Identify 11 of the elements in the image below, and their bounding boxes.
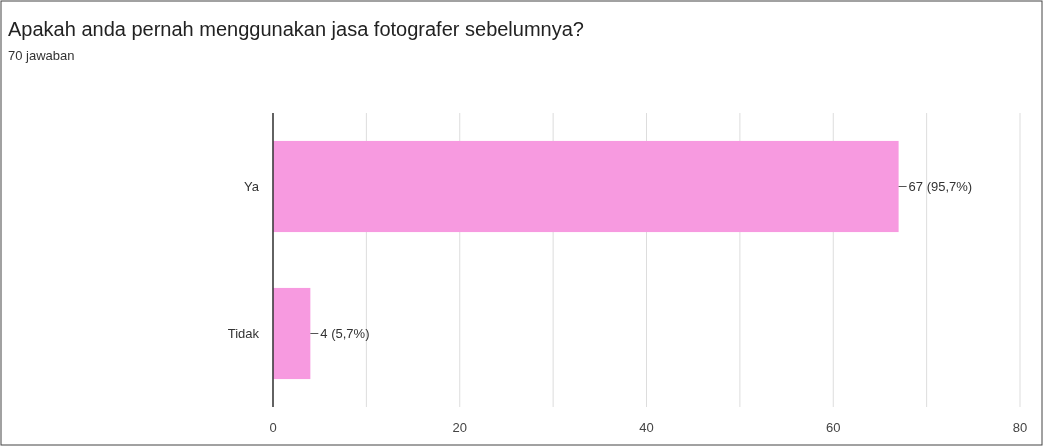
x-tick-label: 60 [826, 420, 841, 435]
x-tick-label: 80 [1012, 420, 1028, 435]
y-tick-label: Ya [244, 179, 260, 195]
text: 70 jawaban [8, 48, 75, 63]
x-tick-label: 40 [639, 420, 654, 435]
data-label: 67 (95,7%) [908, 179, 973, 195]
x-tick-label: 20 [452, 420, 467, 435]
y-tick-label: Tidak [227, 326, 260, 342]
x-tick-label: 0 [269, 420, 277, 435]
chart-title: Apakah anda pernah menggunakan jasa fotografer sebelumnya? [8, 18, 584, 40]
data-label: 4 (5,7%) [320, 326, 370, 342]
